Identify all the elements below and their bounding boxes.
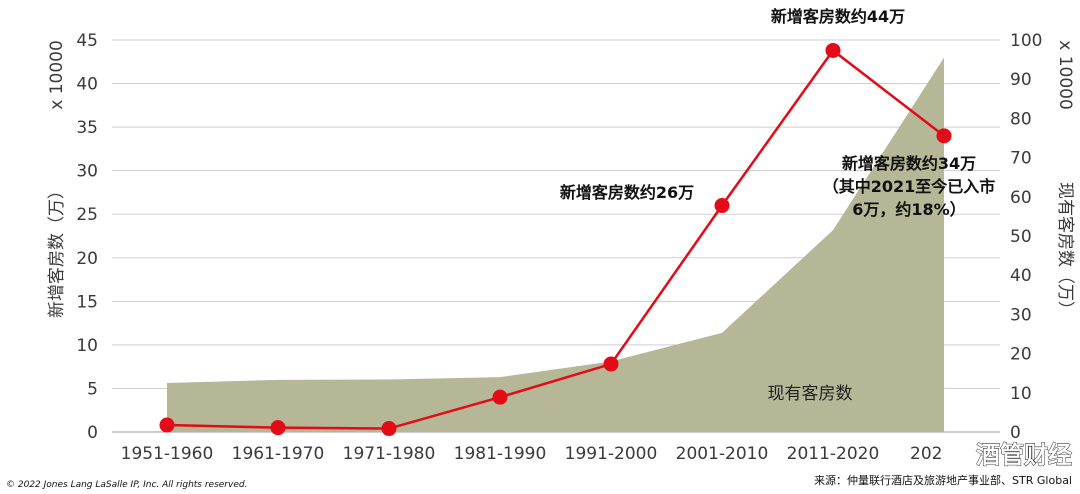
x-tick-label: 1971-1980: [343, 444, 436, 464]
x-tick-label: 2011-2020: [787, 444, 880, 464]
left-tick-label: 10: [76, 336, 98, 356]
new-rooms-point: [603, 356, 619, 372]
new-rooms-point: [159, 417, 175, 433]
right-axis-ticks: 0 10 20 30 40 50 60 70 80 90 100: [1010, 31, 1042, 443]
left-tick-label: 15: [76, 292, 98, 312]
new-rooms-point: [381, 421, 397, 437]
annotation-last-line2: （其中2021至今已入市: [823, 177, 996, 196]
left-axis-unit: x 10000: [47, 40, 67, 110]
right-tick-label: 30: [1010, 305, 1032, 325]
annotation-peak: 新增客房数约44万: [771, 7, 905, 26]
existing-rooms-area-layer: [167, 57, 944, 432]
new-rooms-point: [825, 42, 841, 58]
right-tick-label: 80: [1010, 109, 1032, 129]
new-rooms-point: [492, 389, 508, 405]
left-tick-label: 35: [76, 118, 98, 138]
right-tick-label: 60: [1010, 188, 1032, 208]
new-rooms-point: [270, 420, 286, 436]
right-tick-label: 40: [1010, 266, 1032, 286]
left-tick-label: 45: [76, 31, 98, 51]
annotation-mid: 新增客房数约26万: [560, 183, 694, 202]
x-tick-label: 1961-1970: [232, 444, 325, 464]
right-tick-label: 20: [1010, 345, 1032, 365]
left-axis-title: 新增客房数（万）: [47, 182, 67, 318]
right-tick-label: 70: [1010, 149, 1032, 169]
annotation-last-line1: 新增客房数约34万: [842, 154, 976, 173]
new-rooms-point: [714, 198, 730, 214]
x-tick-label: 202: [910, 444, 942, 464]
left-tick-label: 25: [76, 205, 98, 225]
right-tick-label: 0: [1010, 423, 1021, 443]
existing-rooms-area: [167, 57, 944, 432]
new-rooms-line-layer: [159, 42, 952, 437]
left-axis-ticks: 0 5 10 15 20 25 30 35 40 45: [76, 31, 98, 443]
x-tick-label: 2001-2010: [676, 444, 769, 464]
right-tick-label: 90: [1010, 70, 1032, 90]
left-tick-label: 5: [87, 379, 98, 399]
left-tick-label: 40: [76, 75, 98, 95]
left-tick-label: 30: [76, 162, 98, 182]
right-tick-label: 100: [1010, 31, 1042, 51]
copyright-text: © 2022 Jones Lang LaSalle IP, Inc. All r…: [6, 480, 247, 490]
x-tick-label: 1951-1960: [121, 444, 214, 464]
x-axis-ticks: 1951-1960 1961-1970 1971-1980 1981-1990 1991…: [121, 444, 943, 464]
watermark-text: 酒管财经: [976, 441, 1072, 469]
x-tick-label: 1981-1990: [454, 444, 547, 464]
left-tick-label: 0: [87, 423, 98, 443]
right-tick-label: 50: [1010, 227, 1032, 247]
right-axis-unit: x 10000: [1055, 40, 1075, 110]
x-tick-label: 1991-2000: [565, 444, 658, 464]
new-rooms-point: [936, 128, 952, 144]
left-tick-label: 20: [76, 249, 98, 269]
right-tick-label: 10: [1010, 384, 1032, 404]
new-rooms-line: [166, 48, 945, 430]
annotation-last-line3: 6万，约18%）: [852, 200, 965, 219]
right-axis-title: 现有客房数（万）: [1055, 182, 1075, 318]
source-text: 来源：仲量联行酒店及旅游地产事业部、STR Global: [814, 473, 1072, 487]
area-series-label: 现有客房数: [768, 384, 853, 404]
